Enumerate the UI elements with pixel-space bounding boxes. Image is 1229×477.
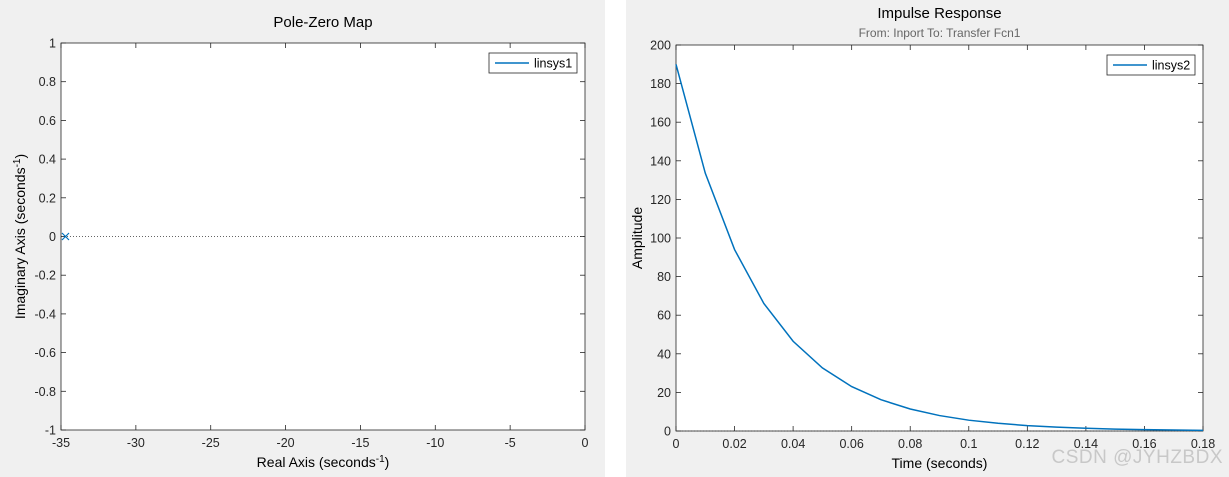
chart-title: Pole-Zero Map	[273, 14, 372, 31]
y-tick-label: 180	[650, 77, 671, 91]
x-tick-label: 0	[582, 436, 589, 450]
x-tick-label: -30	[127, 436, 145, 450]
legend-box	[488, 52, 578, 74]
x-axis-label-superscript: -1	[376, 454, 385, 465]
x-tick-label: 0.02	[722, 437, 746, 451]
impulse-response-chart: Impulse Response From: Inport To: Transfe…	[629, 5, 1215, 471]
legend-box	[1106, 54, 1196, 76]
impulse-response-panel: Impulse Response From: Inport To: Transfe…	[626, 0, 1229, 477]
y-tick-label: 0.2	[39, 191, 56, 205]
y-tick-label: 200	[650, 39, 671, 53]
y-tick-label: 160	[650, 116, 671, 130]
y-tick-label: 140	[650, 154, 671, 168]
x-tick-label: 0.12	[1015, 437, 1039, 451]
y-tick-label: 20	[657, 386, 671, 400]
x-tick-label: 0	[673, 437, 680, 451]
y-tick-label: -0.8	[34, 385, 56, 399]
x-tick-label: -15	[351, 436, 369, 450]
chart-title: Impulse Response	[877, 5, 1001, 22]
x-tick-label: 0.04	[781, 437, 805, 451]
y-tick-label: 0.6	[39, 114, 56, 128]
y-tick-label: 0.4	[39, 153, 56, 167]
x-tick-label: -10	[426, 436, 444, 450]
y-tick-label: 1	[49, 37, 56, 51]
pole-zero-panel: Pole-Zero Map -35 -30 -25 -20 -15 -10 -5 0 -1 -0.8…	[0, 0, 605, 477]
y-tick-label: 80	[657, 270, 671, 284]
y-tick-label: -1	[45, 424, 56, 438]
y-axis-label: Amplitude	[629, 207, 645, 269]
legend-label: linsys1	[534, 57, 572, 71]
x-tick-label: 0.1	[960, 437, 977, 451]
x-tick-label: 0.08	[898, 437, 922, 451]
x-tick-label: 0.14	[1074, 437, 1098, 451]
series-line	[675, 64, 1204, 432]
y-tick-label: 40	[657, 347, 671, 361]
x-axis-label-suffix: )	[385, 454, 390, 470]
y-axis-label-suffix: )	[12, 154, 28, 159]
y-tick-label: 60	[657, 309, 671, 323]
x-tick-label: 0.18	[1191, 437, 1215, 451]
watermark-text: CSDN @JYHZBDX	[1051, 447, 1223, 468]
x-axis-label: Time (seconds)	[892, 455, 988, 471]
chart-subtitle: From: Inport To: Transfer Fcn1	[859, 26, 1021, 40]
legend-label: linsys2	[1152, 59, 1190, 73]
x-tick-label: -20	[277, 436, 295, 450]
x-tick-label: -25	[202, 436, 220, 450]
y-tick-label: -0.2	[34, 269, 56, 283]
y-tick-label: -0.6	[34, 346, 56, 360]
y-tick-label: 120	[650, 193, 671, 207]
pole-marker	[61, 232, 70, 241]
y-tick-label: -0.4	[34, 307, 56, 321]
y-tick-label: 0	[664, 425, 671, 439]
pole-zero-chart: Pole-Zero Map-35 -30 -25 -20 -15 -10 -5 0-1-0.8…	[12, 14, 589, 471]
plot-area	[675, 44, 1204, 432]
y-tick-label: 0.8	[39, 75, 56, 89]
y-axis-label-superscript: -1	[12, 158, 23, 167]
x-tick-label: 0.06	[839, 437, 863, 451]
y-tick-label: 100	[650, 232, 671, 246]
x-axis-label: Real Axis (seconds-1)	[257, 454, 390, 471]
x-tick-label: 0.16	[1132, 437, 1156, 451]
x-tick-label: -35	[52, 436, 70, 450]
x-tick-label: -5	[505, 436, 516, 450]
y-tick-label: 0	[49, 230, 56, 244]
y-axis-label: Imaginary Axis (seconds-1)	[12, 154, 29, 319]
